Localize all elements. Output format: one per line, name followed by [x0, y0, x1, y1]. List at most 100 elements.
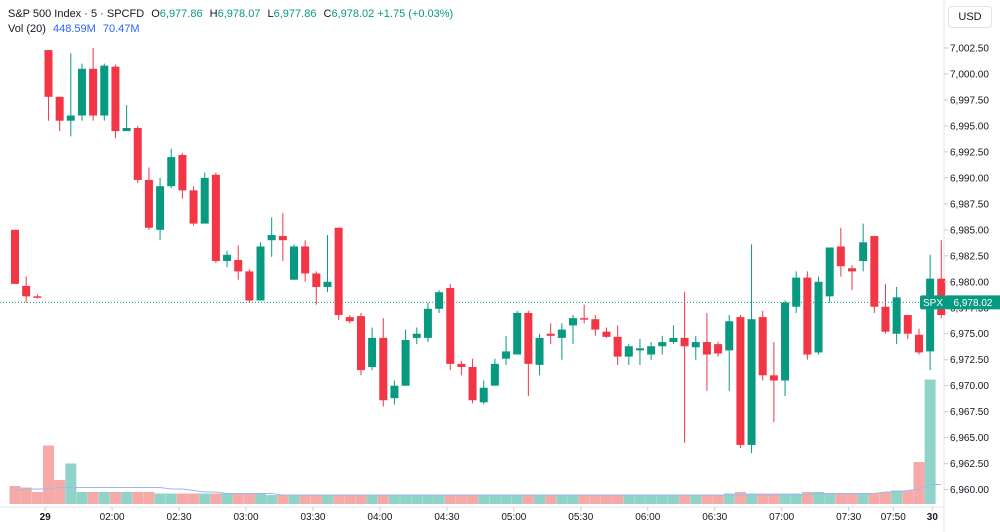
x-tick-label: 04:30	[434, 512, 459, 523]
volume-bar	[634, 495, 646, 504]
candle-body	[691, 342, 700, 348]
x-tick-label: 07:00	[769, 512, 794, 523]
volume-bar	[612, 495, 624, 504]
candle-body	[412, 333, 421, 338]
volume-bar	[790, 493, 802, 504]
y-tick-label: 6,972.50	[950, 355, 989, 366]
candle-body	[769, 375, 778, 381]
candle-body	[825, 247, 834, 297]
volume-bar	[478, 495, 490, 504]
candle-body	[89, 68, 98, 116]
candles	[11, 47, 946, 454]
x-tick-label: 03:00	[233, 512, 258, 523]
candle-body	[211, 174, 220, 261]
x-tick-label: 04:00	[367, 512, 392, 523]
candle-body	[714, 344, 723, 354]
volume-bar	[868, 493, 880, 504]
candle-body	[122, 127, 131, 132]
volume-label[interactable]: Vol (20)	[8, 23, 46, 35]
candle-body	[44, 50, 53, 97]
volume-bar	[87, 492, 99, 504]
candle-body	[66, 115, 75, 121]
volume-bar	[42, 445, 54, 504]
y-tick-label: 6,985.00	[950, 225, 989, 236]
low-value: 6,977.86	[273, 8, 317, 20]
x-tick-label: 02:30	[167, 512, 192, 523]
volume-bar	[924, 379, 936, 504]
x-tick-label: 06:30	[702, 512, 727, 523]
volume-bar	[690, 495, 702, 504]
candle-body	[591, 319, 600, 330]
candle-body	[77, 68, 86, 116]
candle-body	[156, 186, 165, 230]
candle-body	[256, 246, 265, 301]
x-tick-label: 07:30	[836, 512, 861, 523]
volume-bar	[567, 495, 579, 504]
candle-body	[702, 342, 711, 355]
ticker-tag-bg	[920, 295, 946, 310]
candle-body	[178, 155, 187, 191]
candle-body	[546, 333, 555, 336]
volume-bar	[545, 495, 557, 504]
candle-body	[725, 321, 734, 351]
volume-legend: Vol (20) 448.59M 70.47M	[8, 22, 140, 37]
volume-bar	[299, 495, 311, 504]
volume-ma-line	[14, 484, 942, 496]
volume-bar	[746, 493, 758, 504]
candle-body	[602, 331, 611, 337]
volume-bar	[734, 492, 746, 504]
candle-body	[758, 317, 767, 376]
volume-bar	[321, 495, 333, 504]
currency-button[interactable]: USD	[948, 6, 992, 28]
volume-ma-value: 70.47M	[102, 23, 140, 35]
y-tick-label: 6,965.00	[950, 433, 989, 444]
volume-bar	[801, 492, 813, 504]
volume-bar	[656, 495, 668, 504]
close-key: C	[323, 8, 332, 20]
high-value: 6,978.07	[217, 8, 261, 20]
x-tick-label: 30	[927, 512, 939, 523]
volume-bar	[366, 495, 378, 504]
candle-body	[569, 318, 577, 326]
volume-bar	[667, 495, 679, 504]
volume-bar	[779, 493, 791, 504]
candle-body	[803, 277, 812, 355]
volume-bar	[578, 495, 590, 504]
volume-bar	[645, 495, 657, 504]
volume-bar	[835, 493, 847, 504]
volume-bar	[377, 495, 389, 504]
volume-bar	[255, 493, 267, 504]
candle-body	[11, 229, 19, 284]
volume-bar	[277, 495, 289, 504]
volume-bar	[210, 493, 222, 504]
volume-bar	[98, 492, 110, 504]
candle-body	[223, 254, 232, 261]
candle-body	[33, 296, 42, 298]
volume-bar	[589, 495, 601, 504]
y-tick-label: 7,000.00	[950, 69, 989, 80]
candle-body	[557, 329, 566, 338]
ohlc-legend: S&P 500 Index · 5 · SPCFD O6,977.86 H6,9…	[8, 7, 453, 22]
volume-bar	[511, 495, 523, 504]
candle-body	[423, 308, 432, 338]
candle-body	[278, 236, 287, 241]
candle-body	[781, 302, 790, 381]
price-tag-value: 6,978.02	[954, 298, 993, 309]
y-tick-label: 6,962.50	[950, 459, 989, 470]
candle-body	[435, 292, 444, 309]
candle-body	[635, 348, 644, 351]
volume-bar	[701, 495, 713, 504]
volume-bar	[879, 492, 891, 504]
candle-body	[323, 281, 332, 287]
candle-body	[926, 278, 935, 352]
price-axis[interactable]: 7,002.50 7,000.00 6,997.50 6,995.00 6,992.50…	[944, 43, 989, 496]
volume-bar	[768, 493, 780, 504]
symbol-title[interactable]: S&P 500 Index · 5 · SPCFD	[8, 8, 145, 20]
volume-bar	[232, 493, 244, 504]
volume-value: 448.59M	[52, 23, 96, 35]
candle-body	[870, 236, 879, 307]
volume-bar	[534, 495, 546, 504]
time-axis[interactable]: 29 02:00 02:30 03:00 03:30 04:00 04:30 05:00 05:…	[40, 507, 939, 523]
volume-bar	[9, 486, 21, 504]
